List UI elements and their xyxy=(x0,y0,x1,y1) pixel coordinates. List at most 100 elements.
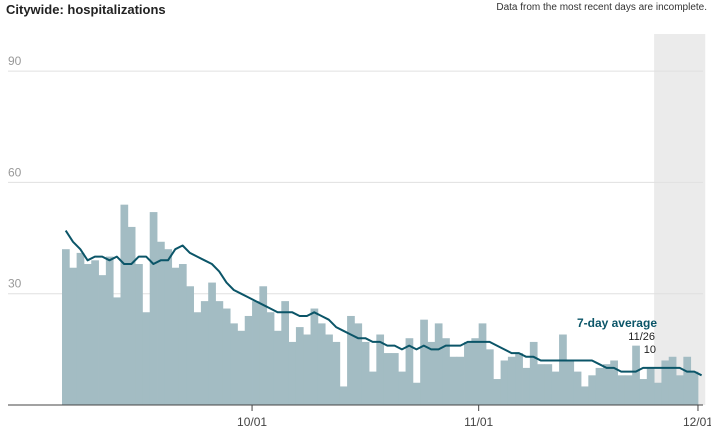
x-tick-label: 11/01 xyxy=(464,415,493,429)
daily-bar xyxy=(222,308,231,405)
y-tick-label: 90 xyxy=(8,54,22,68)
daily-bar xyxy=(230,323,238,405)
daily-bar xyxy=(581,386,589,405)
annotation-value: 10 xyxy=(644,344,656,356)
daily-bar xyxy=(149,212,158,405)
incomplete-data-note: Data from the most recent days are incom… xyxy=(496,2,707,13)
incomplete-period-band xyxy=(654,34,706,405)
daily-bar xyxy=(354,323,363,405)
daily-bar xyxy=(544,364,553,405)
daily-bar xyxy=(551,371,560,405)
daily-bar xyxy=(522,367,531,405)
daily-bar xyxy=(412,382,421,405)
daily-bar xyxy=(646,367,655,405)
daily-bar xyxy=(178,264,187,405)
daily-bar xyxy=(485,349,494,405)
daily-bar xyxy=(420,319,428,405)
daily-bar xyxy=(200,301,209,405)
y-tick-label: 60 xyxy=(8,165,22,179)
daily-bar xyxy=(515,353,523,405)
daily-bar xyxy=(434,323,443,405)
daily-bar xyxy=(632,345,640,405)
daily-bar xyxy=(120,204,129,405)
daily-bar xyxy=(683,356,692,405)
chart-title: Citywide: hospitalizations xyxy=(6,2,166,17)
daily-bar xyxy=(478,323,487,405)
daily-bar xyxy=(566,360,575,405)
daily-bar xyxy=(157,241,165,405)
daily-bar xyxy=(215,301,224,405)
daily-bar xyxy=(62,249,70,405)
seven-day-average-line xyxy=(64,230,703,377)
daily-bar xyxy=(383,353,392,405)
daily-bar xyxy=(588,375,597,405)
daily-bar xyxy=(347,315,355,405)
daily-bar xyxy=(537,364,545,405)
annotation-date: 11/26 xyxy=(628,331,655,343)
daily-bar xyxy=(661,360,670,405)
average-line-label: 7-day average xyxy=(577,316,657,330)
daily-bar xyxy=(471,338,480,405)
daily-bar xyxy=(135,264,143,405)
daily-bar xyxy=(237,330,246,405)
daily-bar xyxy=(295,327,304,405)
daily-bar xyxy=(376,334,385,405)
daily-bar xyxy=(624,375,633,405)
daily-bar xyxy=(171,267,180,405)
daily-bar xyxy=(369,371,377,405)
daily-bar xyxy=(317,323,326,405)
daily-bar xyxy=(244,315,253,405)
daily-bar xyxy=(164,249,173,405)
daily-bar xyxy=(105,256,114,405)
daily-bar xyxy=(500,360,509,405)
daily-bar xyxy=(456,356,465,405)
daily-bar xyxy=(266,312,275,405)
daily-bar xyxy=(676,375,684,405)
daily-bar xyxy=(449,356,458,405)
daily-bar xyxy=(654,382,662,405)
daily-bar xyxy=(405,338,414,405)
daily-bar xyxy=(639,379,648,405)
daily-bar xyxy=(573,371,582,405)
daily-bar xyxy=(595,367,604,405)
daily-bar xyxy=(76,252,85,405)
daily-bar xyxy=(259,286,268,405)
daily-bar xyxy=(507,356,516,405)
daily-bar xyxy=(690,371,699,405)
daily-bar xyxy=(310,308,319,405)
daily-bar xyxy=(610,360,618,405)
daily-bar xyxy=(559,334,567,405)
daily-bar xyxy=(252,301,260,405)
daily-bar xyxy=(390,353,399,405)
daily-bar xyxy=(186,286,194,405)
daily-bar xyxy=(69,267,78,405)
daily-bar xyxy=(127,226,136,405)
daily-bar xyxy=(98,275,107,405)
daily-bar xyxy=(617,375,626,405)
daily-bar xyxy=(493,379,501,405)
daily-bar xyxy=(288,341,297,405)
daily-bar xyxy=(529,341,538,405)
daily-bar xyxy=(91,260,99,405)
x-tick-label: 12/01 xyxy=(683,415,711,429)
daily-bar xyxy=(427,341,436,405)
daily-bar xyxy=(208,282,216,405)
daily-bar xyxy=(442,338,450,405)
daily-bar xyxy=(325,334,333,405)
daily-bar xyxy=(339,386,348,405)
x-tick-label: 10/01 xyxy=(237,415,267,429)
daily-bar xyxy=(303,334,311,405)
daily-bar xyxy=(193,312,202,405)
daily-bar xyxy=(273,330,282,405)
daily-bar xyxy=(281,301,290,405)
daily-bar xyxy=(332,341,341,405)
daily-bar xyxy=(142,312,151,405)
daily-bar xyxy=(83,264,92,405)
daily-bar xyxy=(602,364,611,405)
y-tick-label: 30 xyxy=(8,277,22,291)
daily-bar xyxy=(464,341,472,405)
daily-bar xyxy=(668,356,677,405)
daily-bar xyxy=(361,341,370,405)
daily-bar xyxy=(398,371,406,405)
